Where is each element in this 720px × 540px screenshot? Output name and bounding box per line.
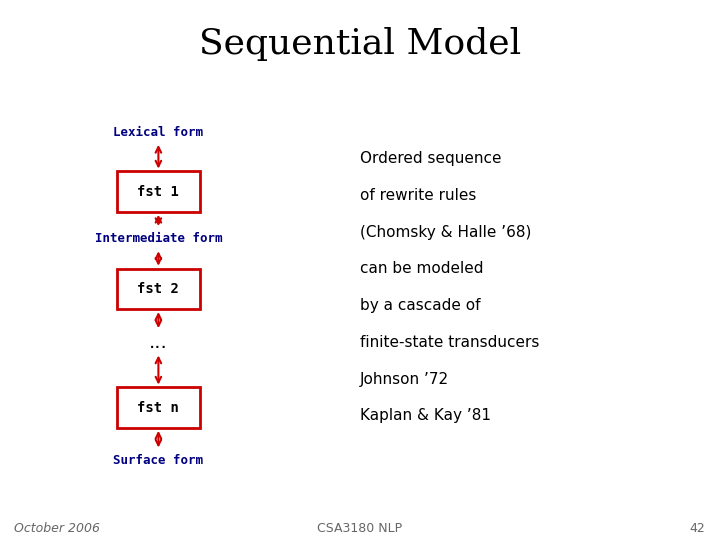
FancyBboxPatch shape bbox=[117, 268, 200, 309]
Text: Lexical form: Lexical form bbox=[114, 126, 204, 139]
Text: Ordered sequence: Ordered sequence bbox=[360, 151, 502, 166]
Text: Kaplan & Kay ’81: Kaplan & Kay ’81 bbox=[360, 408, 491, 423]
Text: CSA3180 NLP: CSA3180 NLP bbox=[318, 522, 402, 535]
Text: Johnson ’72: Johnson ’72 bbox=[360, 372, 449, 387]
Text: fst n: fst n bbox=[138, 401, 179, 415]
Text: ...: ... bbox=[149, 333, 168, 353]
FancyBboxPatch shape bbox=[117, 172, 200, 212]
Text: Sequential Model: Sequential Model bbox=[199, 27, 521, 61]
Text: October 2006: October 2006 bbox=[14, 522, 100, 535]
Text: can be modeled: can be modeled bbox=[360, 261, 484, 276]
FancyBboxPatch shape bbox=[117, 388, 200, 428]
Text: fst 2: fst 2 bbox=[138, 282, 179, 296]
Text: Intermediate form: Intermediate form bbox=[94, 232, 222, 245]
Text: (Chomsky & Halle ’68): (Chomsky & Halle ’68) bbox=[360, 225, 531, 240]
Text: Surface form: Surface form bbox=[114, 454, 204, 467]
Text: fst 1: fst 1 bbox=[138, 185, 179, 199]
Text: finite-state transducers: finite-state transducers bbox=[360, 335, 539, 350]
Text: 42: 42 bbox=[690, 522, 706, 535]
Text: of rewrite rules: of rewrite rules bbox=[360, 188, 477, 203]
Text: by a cascade of: by a cascade of bbox=[360, 298, 480, 313]
